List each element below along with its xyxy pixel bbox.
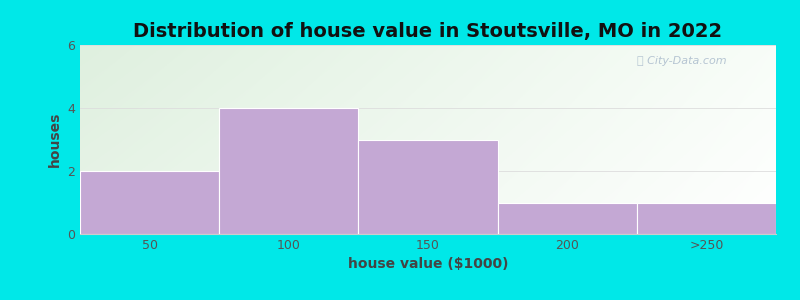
Bar [498, 202, 637, 234]
Title: Distribution of house value in Stoutsville, MO in 2022: Distribution of house value in Stoutsvil… [134, 22, 722, 41]
Text: ⓘ City-Data.com: ⓘ City-Data.com [637, 56, 726, 66]
X-axis label: house value ($1000): house value ($1000) [348, 257, 508, 272]
Bar [637, 202, 776, 234]
Bar [219, 108, 358, 234]
Bar [358, 140, 498, 234]
Y-axis label: houses: houses [47, 112, 62, 167]
Bar [80, 171, 219, 234]
